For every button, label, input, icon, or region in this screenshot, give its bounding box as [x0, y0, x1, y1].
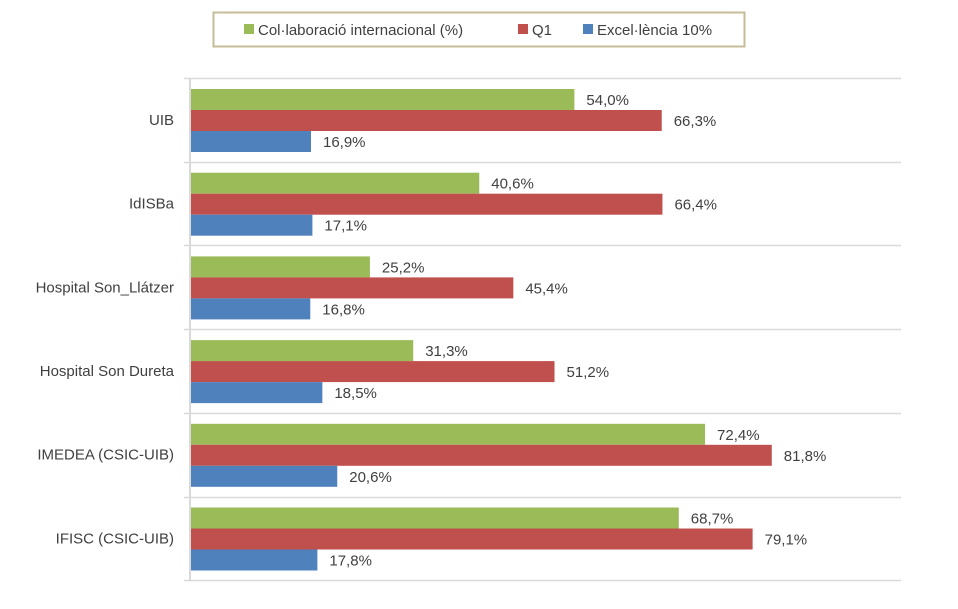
data-label: 40,6% — [491, 176, 534, 193]
labels: UIB 54,0% 66,3% 16,9% IdISBa 40,6% 66,4% 17,1% H… — [36, 92, 827, 570]
bar — [191, 444, 772, 466]
legend-swatch — [518, 24, 528, 34]
data-label: 17,1% — [324, 218, 367, 235]
data-label: 16,9% — [323, 134, 366, 151]
category-label: Hospital Son Dureta — [40, 363, 175, 380]
data-label: 18,5% — [334, 385, 377, 402]
bar — [191, 423, 706, 445]
gridlines — [184, 77, 901, 582]
bar — [191, 193, 663, 215]
bar — [191, 214, 313, 236]
data-label: 51,2% — [567, 364, 610, 381]
bar — [191, 528, 753, 550]
data-label: 66,4% — [674, 197, 717, 214]
bar — [191, 507, 679, 529]
bar — [191, 465, 338, 487]
bar — [191, 89, 575, 110]
legend-swatch — [244, 24, 254, 34]
data-label: 54,0% — [586, 92, 629, 109]
bars — [191, 89, 772, 571]
bar — [191, 277, 514, 299]
bar — [191, 256, 370, 278]
data-label: 45,4% — [525, 280, 568, 297]
bar — [191, 131, 311, 152]
bar — [191, 340, 414, 362]
legend-label: Q1 — [532, 22, 552, 39]
category-label: UIB — [149, 112, 174, 129]
legend-box — [212, 11, 746, 48]
data-label: 79,1% — [765, 532, 808, 549]
data-label: 25,2% — [382, 259, 425, 276]
bar — [191, 298, 311, 320]
legend-swatch — [583, 24, 593, 34]
data-label: 66,3% — [674, 113, 717, 130]
data-label: 31,3% — [425, 343, 468, 360]
category-label: IMEDEA (CSIC-UIB) — [37, 447, 174, 464]
data-label: 72,4% — [717, 427, 760, 444]
bar — [191, 361, 555, 383]
legend: Col·laboració internacional (%) Q1 Excel·l… — [212, 11, 746, 48]
bar — [191, 172, 480, 194]
bar — [191, 382, 323, 404]
category-label: Hospital Son_Llátzer — [36, 279, 174, 296]
bar — [191, 549, 318, 571]
data-label: 81,8% — [784, 448, 827, 465]
data-label: 16,8% — [322, 301, 365, 318]
bar — [191, 110, 662, 131]
legend-label: Excel·lència 10% — [597, 22, 712, 39]
data-label: 68,7% — [691, 511, 734, 528]
legend-label: Col·laboració internacional (%) — [258, 22, 463, 39]
category-label: IFISC (CSIC-UIB) — [56, 530, 174, 547]
data-label: 20,6% — [349, 469, 392, 486]
data-label: 17,8% — [329, 553, 372, 570]
category-label: IdISBa — [129, 196, 175, 213]
